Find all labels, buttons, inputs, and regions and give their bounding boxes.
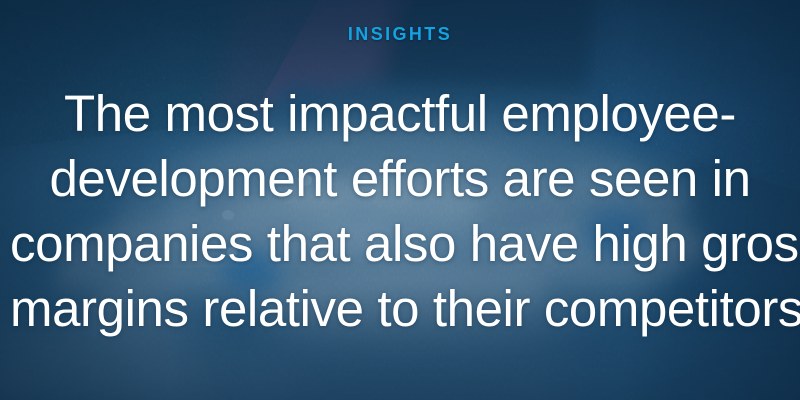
quote-line-4: margins relative to their competitors. <box>10 280 800 337</box>
quote-text: The most impactful employee- development… <box>0 81 800 341</box>
quote-line-3: companies that also have high gross <box>10 215 800 272</box>
quote-line-1: The most impactful employee- <box>64 85 736 142</box>
quote-line-2: development efforts are seen in <box>49 150 751 207</box>
insights-eyebrow-label: INSIGHTS <box>347 24 453 44</box>
